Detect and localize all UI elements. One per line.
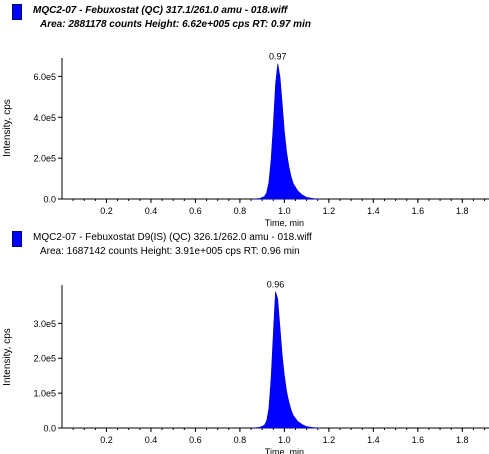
panel-1-y-tick-label: 4.0e5	[33, 113, 56, 123]
chromatogram-plot-1: 0.0 2.0e5 4.0e5 6.0e5 0.2 0.4 0.6 0.8 1.0 1.2 1.4 1…	[2, 52, 489, 227]
panel-1-x-tick-label: 0.4	[145, 206, 158, 216]
series-legend-swatch-2[interactable]	[12, 231, 22, 247]
panel-2-y-axis-label: Intensity, cps	[2, 328, 13, 386]
panel-1-y-tick-label: 6.0e5	[33, 72, 56, 82]
panel-2-header-title: MQC2-07 - Febuxostat D9(IS) (QC) 326.1/2…	[33, 232, 312, 243]
panel-1-x-tick-label: 1.8	[456, 206, 469, 216]
panel-1-x-axis-label: Time, min	[265, 218, 304, 227]
panel-2-peak-retention-label: 0.96	[267, 280, 285, 290]
panel-1-header-stats: Area: 2881178 counts Height: 6.62e+005 c…	[40, 19, 311, 30]
panel-2-x-axis-label: Time, min	[265, 447, 304, 454]
chromatogram-panel-1: MQC2-07 - Febuxostat (QC) 317.1/261.0 am…	[2, 4, 489, 227]
panel-2-x-tick-label: 0.6	[189, 435, 202, 445]
chromatogram-plot-2: 0.0 1.0e5 2.0e5 3.0e5 0.2 0.4 0.6 0.8 1.0 1.2 1.4 1…	[2, 280, 489, 454]
panel-1-x-tick-label: 1.0	[278, 206, 291, 216]
panel-2-x-tick-label: 0.8	[234, 435, 247, 445]
panel-1-x-tick-label: 0.6	[189, 206, 202, 216]
panel-1-y-tick-label: 2.0e5	[33, 154, 56, 164]
panel-1-peak-area	[253, 63, 321, 200]
panel-2-x-tick-label: 1.4	[367, 435, 380, 445]
panel-1-x-tick-label: 0.2	[100, 206, 113, 216]
panel-2-x-tick-label: 0.2	[100, 435, 113, 445]
panel-1-x-tick-label: 1.4	[367, 206, 380, 216]
panel-2-header-stats: Area: 1687142 counts Height: 3.91e+005 c…	[40, 246, 300, 257]
panel-1-x-tick-label: 1.6	[412, 206, 425, 216]
panel-2-y-tick-label: 2.0e5	[33, 354, 56, 364]
panel-2-x-tick-label: 1.0	[278, 435, 291, 445]
panel-1-x-tick-label: 1.2	[323, 206, 336, 216]
panel-2-x-tick-label: 0.4	[145, 435, 158, 445]
panel-1-header-title: MQC2-07 - Febuxostat (QC) 317.1/261.0 am…	[33, 5, 288, 16]
panel-1-y-tick-label: 0.0	[43, 195, 56, 205]
panel-1-x-tick-label: 0.8	[234, 206, 247, 216]
panel-2-x-tick-label: 1.2	[323, 435, 336, 445]
panel-1-y-axis-label: Intensity, cps	[2, 99, 13, 157]
panel-2-peak-area	[253, 291, 320, 429]
panel-2-y-tick-label: 0.0	[43, 424, 56, 434]
panel-1-peak-retention-label: 0.97	[269, 52, 287, 62]
panel-2-x-tick-label: 1.6	[412, 435, 425, 445]
chromatogram-panel-2: MQC2-07 - Febuxostat D9(IS) (QC) 326.1/2…	[0, 227, 489, 454]
panel-2-x-tick-label: 1.8	[456, 435, 469, 445]
panel-2-y-tick-label: 3.0e5	[33, 319, 56, 329]
series-legend-swatch-1[interactable]	[12, 4, 22, 20]
panel-2-y-tick-label: 1.0e5	[33, 389, 56, 399]
